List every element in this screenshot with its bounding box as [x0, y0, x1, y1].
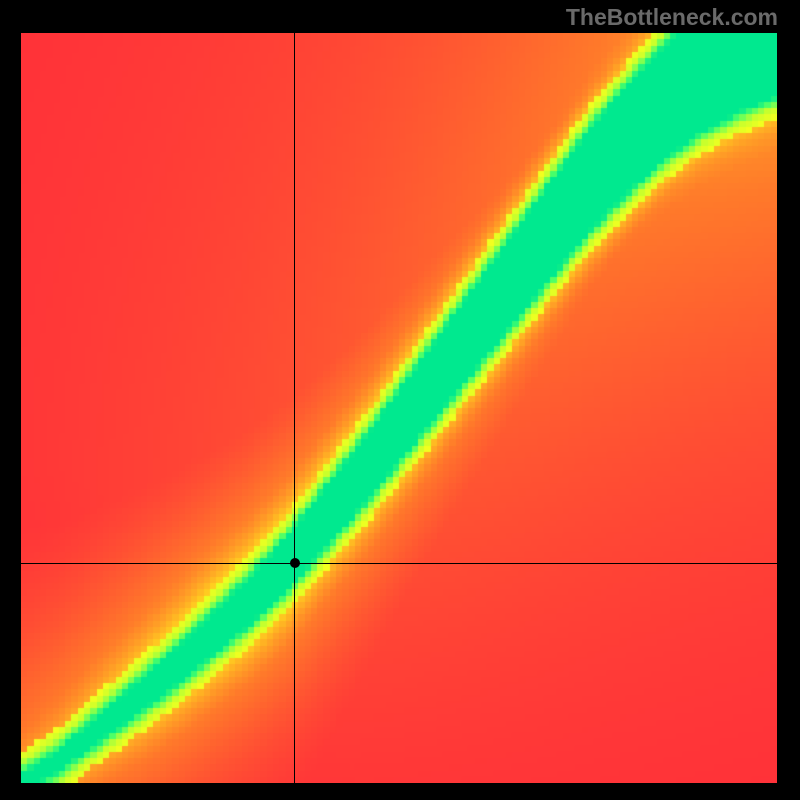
watermark-text: TheBottleneck.com: [566, 4, 778, 31]
heatmap-canvas: [21, 33, 777, 783]
chart-outer: TheBottleneck.com: [0, 0, 800, 800]
crosshair-horizontal: [21, 563, 777, 564]
crosshair-marker: [290, 558, 300, 568]
crosshair-vertical: [294, 33, 295, 783]
plot-area: [21, 33, 777, 783]
